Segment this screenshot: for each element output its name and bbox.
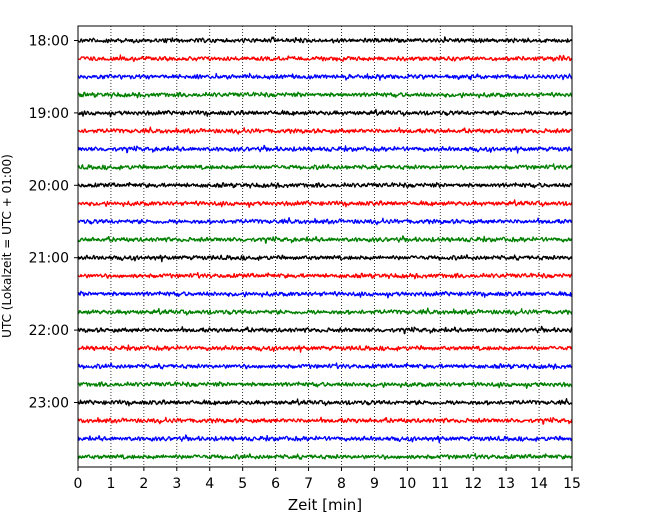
- y-tick-label-3: 21:00: [29, 251, 69, 267]
- trace-2300: [77, 397, 573, 407]
- plot-background: [78, 26, 572, 467]
- trace-2245: [77, 381, 573, 389]
- y-tick-label-2: 20:00: [29, 178, 69, 194]
- y-tick-label-4: 22:00: [29, 323, 69, 339]
- x-tick-label-2: 2: [139, 476, 148, 492]
- trace-1800: [77, 36, 573, 44]
- trace-2215: [77, 344, 573, 353]
- x-tick-label-11: 11: [431, 476, 449, 492]
- trace-2230: [77, 362, 573, 370]
- x-axis-label: Zeit [min]: [288, 496, 362, 514]
- x-axis-ticks: 0 1 2 3 4 5 6 7 8 9 10 11 12 13 14 15: [74, 467, 581, 492]
- trace-2145: [77, 307, 573, 316]
- seismic-traces: [77, 36, 573, 460]
- y-axis-label: UTC (Lokalzeit = UTC + 01:00): [0, 154, 14, 338]
- trace-1915: [77, 126, 573, 135]
- trace-1945: [77, 163, 573, 171]
- trace-2100: [77, 254, 573, 263]
- trace-1830: [77, 72, 573, 81]
- x-tick-label-15: 15: [563, 476, 581, 492]
- trace-1930: [77, 144, 573, 154]
- x-tick-label-5: 5: [238, 476, 247, 492]
- plot-frame: [77, 25, 573, 468]
- y-tick-label-0: 18:00: [29, 34, 69, 50]
- x-tick-label-9: 9: [370, 476, 379, 492]
- x-tick-label-14: 14: [530, 476, 548, 492]
- trace-1815: [77, 54, 573, 63]
- trace-2000: [77, 181, 573, 189]
- x-tick-label-3: 3: [172, 476, 181, 492]
- trace-2045: [77, 235, 573, 244]
- trace-1845: [77, 91, 573, 99]
- trace-2315: [77, 416, 573, 425]
- trace-2200: [77, 325, 573, 335]
- y-tick-label-5: 23:00: [29, 396, 69, 412]
- trace-2115: [77, 271, 573, 280]
- trace-1900: [77, 108, 573, 118]
- trace-2030: [77, 216, 573, 226]
- x-tick-label-0: 0: [74, 476, 83, 492]
- x-tick-label-6: 6: [271, 476, 280, 492]
- y-axis-ticks: 18:00 19:00 20:00 21:00 22:00 23:00: [29, 34, 78, 412]
- x-tick-label-1: 1: [106, 476, 115, 492]
- y-tick-label-1: 19:00: [29, 106, 69, 122]
- x-tick-label-7: 7: [304, 476, 313, 492]
- trace-2015: [77, 199, 573, 208]
- x-tick-label-12: 12: [464, 476, 482, 492]
- x-tick-label-13: 13: [497, 476, 515, 492]
- trace-2330: [77, 434, 573, 444]
- x-tick-label-8: 8: [337, 476, 346, 492]
- x-tick-label-10: 10: [398, 476, 416, 492]
- x-tick-label-4: 4: [205, 476, 214, 492]
- trace-2345: [77, 452, 573, 460]
- trace-2130: [77, 290, 573, 299]
